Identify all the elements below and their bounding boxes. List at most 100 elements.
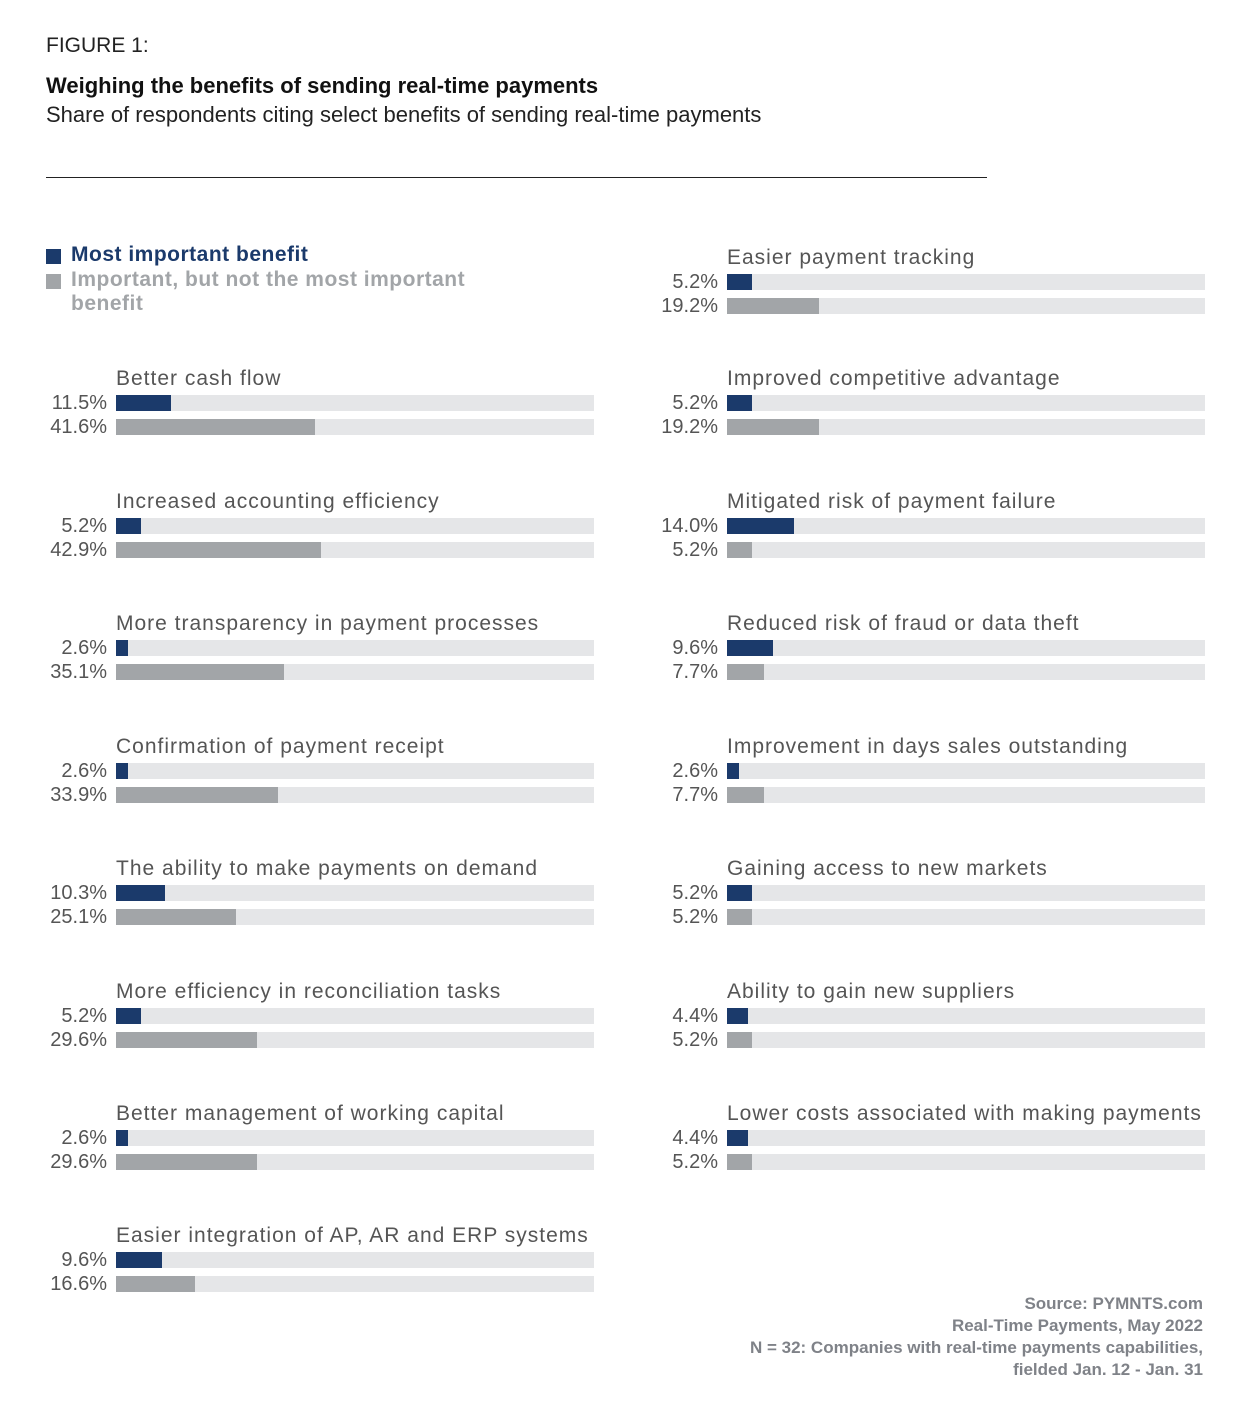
legend-swatch-important [46,274,61,289]
data-label: 9.6% [672,637,718,659]
bar-track [727,274,1205,290]
bar-important [116,1276,196,1292]
category-label: More transparency in payment processes [116,612,540,635]
legend-swatch-most [46,249,61,264]
bar-important [727,909,752,925]
bar-track [116,1008,594,1024]
data-label: 16.6% [50,1273,107,1295]
bar-track [116,395,594,411]
data-label: 7.7% [672,661,718,683]
data-label: 5.2% [672,882,718,904]
figure-label: FIGURE 1: [46,34,149,57]
category-label: Easier payment tracking [727,246,976,269]
data-label: 5.2% [61,1005,107,1027]
category-label: Ability to gain new suppliers [727,980,1016,1003]
bar-track [727,518,1205,534]
bar-track [116,542,594,558]
data-label: 42.9% [50,539,107,561]
data-label: 41.6% [50,416,107,438]
legend-label-most: Most important benefit [71,243,309,266]
bar-track [727,640,1205,656]
data-label: 29.6% [50,1151,107,1173]
bar-important [116,1032,258,1048]
bar-most-important [116,395,171,411]
bar-important [727,787,764,803]
bar-track [116,1252,594,1268]
category-label: Confirmation of payment receipt [116,735,445,758]
bar-most-important [116,518,141,534]
data-label: 19.2% [661,416,718,438]
category-label: Reduced risk of fraud or data theft [727,612,1080,635]
bar-most-important [727,1130,749,1146]
source-note: Source: PYMNTS.com Real-Time Payments, M… [750,1293,1203,1381]
bar-most-important [727,1008,749,1024]
category-label: Increased accounting efficiency [116,490,440,513]
bar-track [116,1130,594,1146]
data-label: 14.0% [661,515,718,537]
bar-most-important [727,763,740,779]
bar-most-important [727,885,752,901]
category-label: Improvement in days sales outstanding [727,735,1129,758]
bar-important [116,664,284,680]
chart-title: Weighing the benefits of sending real-ti… [46,73,599,98]
category-label: More efficiency in reconciliation tasks [116,980,502,1003]
category-label: The ability to make payments on demand [116,857,539,880]
data-label: 2.6% [61,637,107,659]
data-label: 5.2% [672,1029,718,1051]
bar-track [727,1008,1205,1024]
data-label: 4.4% [672,1005,718,1027]
bar-track [727,395,1205,411]
category-label: Easier integration of AP, AR and ERP sys… [116,1224,589,1247]
data-label: 5.2% [672,539,718,561]
bar-most-important [116,1008,141,1024]
bar-most-important [116,640,129,656]
bar-track [727,1130,1205,1146]
bar-most-important [116,1130,129,1146]
bar-important [727,298,819,314]
bar-important [727,419,819,435]
bar-important [116,419,315,435]
data-label: 19.2% [661,295,718,317]
category-label: Gaining access to new markets [727,857,1048,880]
bar-track [116,518,594,534]
bar-important [116,1154,258,1170]
bar-most-important [116,885,166,901]
bar-most-important [116,1252,162,1268]
bar-track [116,909,594,925]
bar-most-important [727,274,752,290]
bar-track [727,664,1205,680]
data-label: 10.3% [50,882,107,904]
bar-track [727,419,1205,435]
data-label: 5.2% [672,906,718,928]
bar-track [116,885,594,901]
data-label: 25.1% [50,906,107,928]
source-line: fielded Jan. 12 - Jan. 31 [1013,1360,1203,1379]
data-label: 29.6% [50,1029,107,1051]
bar-most-important [727,395,752,411]
data-label: 9.6% [61,1249,107,1271]
source-line: N = 32: Companies with real-time payment… [749,1338,1203,1357]
bar-track [727,542,1205,558]
data-label: 5.2% [672,271,718,293]
bar-track [727,885,1205,901]
bar-track [116,1276,594,1292]
data-label: 5.2% [672,392,718,414]
legend-label-important: Important, but not the most important be… [71,268,466,315]
bar-track [727,787,1205,803]
data-label: 4.4% [672,1127,718,1149]
bar-important [727,542,752,558]
category-label: Better cash flow [116,367,282,390]
bar-track [727,1032,1205,1048]
bar-important [116,542,322,558]
bar-track [116,664,594,680]
bar-important [116,787,279,803]
bar-track [116,640,594,656]
bar-track [116,1032,594,1048]
bar-important [727,1032,752,1048]
bar-track [727,909,1205,925]
bar-track [727,763,1205,779]
data-label: 2.6% [61,760,107,782]
category-label: Lower costs associated with making payme… [727,1102,1202,1125]
source-line: Source: PYMNTS.com [1024,1294,1203,1313]
bar-important [116,909,236,925]
